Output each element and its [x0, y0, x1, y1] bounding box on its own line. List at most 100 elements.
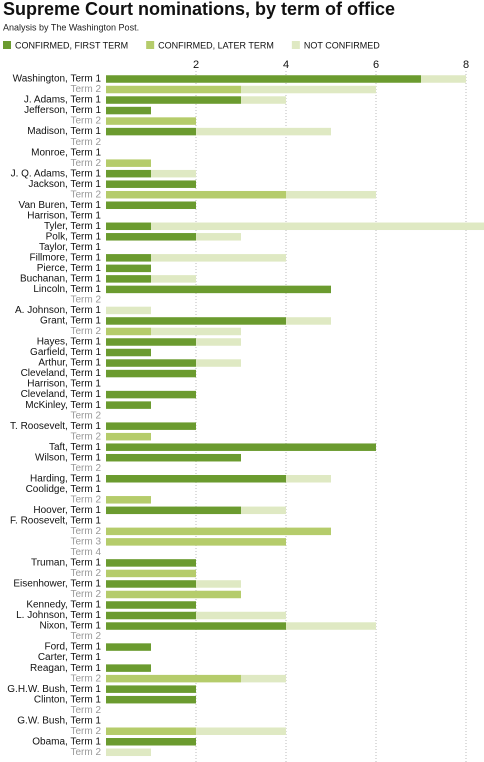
y-tick-label: Jefferson, Term 1 — [24, 105, 101, 116]
y-tick-label: L. Johnson, Term 1 — [16, 610, 101, 621]
bar — [106, 275, 151, 283]
y-tick-label: Hayes, Term 1 — [37, 337, 102, 348]
x-tick-label: 6 — [373, 59, 379, 71]
bar — [286, 317, 331, 325]
y-tick-label: Jackson, Term 1 — [28, 179, 101, 190]
bar — [151, 169, 196, 178]
y-tick-label: Harding, Term 1 — [30, 473, 101, 484]
y-tick-label: A. Johnson, Term 1 — [15, 305, 101, 316]
y-tick-label: Obama, Term 1 — [32, 736, 101, 747]
y-tick-label: Term 2 — [70, 526, 101, 537]
bar — [151, 275, 196, 283]
y-tick-label: Term 2 — [70, 137, 101, 148]
y-tick-label: Arthur, Term 1 — [38, 358, 101, 369]
y-tick-label: Term 2 — [70, 189, 101, 200]
bar — [106, 338, 196, 346]
y-tick-label: Term 2 — [70, 726, 101, 737]
bar — [106, 190, 286, 199]
y-tick-label: Lincoln, Term 1 — [33, 284, 101, 295]
bar — [106, 506, 241, 515]
y-tick-label: Taylor, Term 1 — [39, 242, 101, 253]
y-tick-label: Term 2 — [70, 494, 101, 505]
y-tick-label: F. Roosevelt, Term 1 — [10, 515, 101, 526]
y-tick-label: Wilson, Term 1 — [35, 452, 101, 463]
bar — [106, 222, 151, 231]
y-tick-label: Madison, Term 1 — [27, 126, 101, 137]
legend-swatch — [291, 41, 300, 49]
y-tick-label: Harrison, Term 1 — [27, 379, 101, 390]
y-tick-label: Van Buren, Term 1 — [19, 200, 102, 211]
bar — [151, 254, 286, 262]
y-tick-label: Term 2 — [70, 463, 101, 474]
bar — [106, 453, 241, 462]
y-tick-label: Term 2 — [70, 431, 101, 442]
bar — [106, 738, 196, 746]
y-tick-label: Term 2 — [70, 116, 101, 127]
y-tick-label: Buchanan, Term 1 — [20, 274, 101, 285]
y-tick-label: Hoover, Term 1 — [33, 505, 101, 516]
y-tick-label: McKinley, Term 1 — [25, 400, 101, 411]
y-tick-label: Cleveland, Term 1 — [21, 389, 102, 400]
y-tick-label: G.H.W. Bush, Term 1 — [7, 684, 101, 695]
y-tick-label: T. Roosevelt, Term 1 — [10, 421, 101, 432]
bar — [241, 674, 286, 683]
bar — [106, 685, 196, 693]
bar — [106, 390, 196, 399]
bar — [106, 169, 151, 178]
y-tick-label: Term 2 — [70, 410, 101, 421]
bar — [196, 611, 286, 620]
bar — [106, 538, 286, 546]
bar — [106, 127, 196, 136]
y-tick-label: Monroe, Term 1 — [31, 147, 101, 158]
y-tick-label: Coolidge, Term 1 — [26, 484, 102, 495]
bar — [196, 233, 241, 241]
bar — [241, 85, 376, 94]
bars — [106, 75, 484, 757]
bar — [106, 359, 196, 367]
y-tick-label: Term 2 — [70, 747, 101, 758]
y-tick-label: Term 4 — [70, 547, 101, 558]
y-tick-label: Kennedy, Term 1 — [26, 600, 101, 611]
bar — [106, 96, 241, 104]
bar — [106, 727, 196, 735]
bar — [196, 127, 331, 136]
y-tick-label: Term 2 — [70, 589, 101, 600]
bar — [106, 106, 151, 115]
bar — [106, 233, 196, 241]
y-tick-label: J. Q. Adams, Term 1 — [11, 168, 102, 179]
bar — [106, 254, 151, 262]
bar — [106, 401, 151, 409]
bar — [106, 369, 196, 378]
bar — [106, 695, 196, 704]
bar — [106, 117, 196, 125]
y-tick-label: Eisenhower, Term 1 — [13, 579, 101, 590]
bar — [286, 475, 331, 483]
legend-label: CONFIRMED, LATER TERM — [158, 40, 274, 50]
bar — [196, 727, 286, 735]
bar — [106, 559, 196, 567]
y-tick-label: Clinton, Term 1 — [34, 694, 102, 705]
x-tick-label: 8 — [463, 59, 469, 71]
bar — [106, 285, 331, 294]
y-tick-label: Term 2 — [70, 568, 101, 579]
y-tick-label: Pierce, Term 1 — [37, 263, 102, 274]
bar — [106, 85, 241, 94]
bar — [106, 180, 196, 188]
bar — [106, 674, 241, 683]
bar — [106, 527, 331, 536]
y-tick-label: Harrison, Term 1 — [27, 210, 101, 221]
bar — [106, 348, 151, 357]
y-tick-label: Tyler, Term 1 — [44, 221, 101, 232]
y-tick-label: Cleveland, Term 1 — [21, 368, 102, 379]
bar — [106, 422, 196, 430]
y-tick-label: Term 2 — [70, 84, 101, 95]
bar — [106, 496, 151, 504]
y-tick-label: Term 2 — [70, 295, 101, 306]
bar — [286, 622, 376, 630]
bar — [106, 264, 151, 273]
bar — [151, 222, 484, 231]
y-tick-label: Ford, Term 1 — [45, 642, 102, 653]
bar — [106, 201, 196, 209]
y-tick-label: Term 2 — [70, 326, 101, 337]
